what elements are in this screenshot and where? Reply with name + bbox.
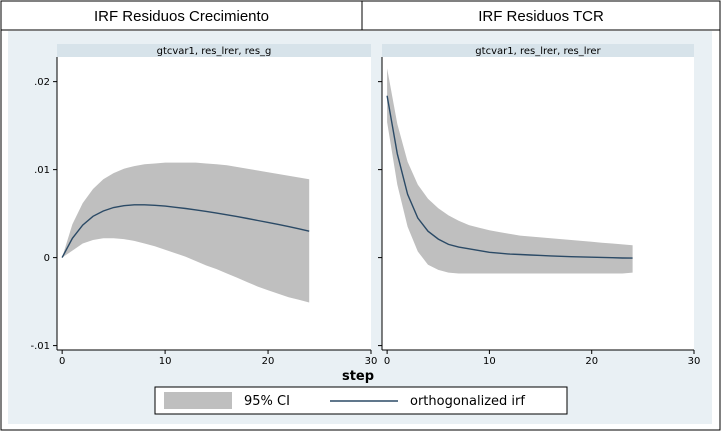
left-column-title: IRF Residuos Crecimiento bbox=[93, 8, 270, 25]
left-ci-band bbox=[62, 162, 310, 303]
right-irf-line bbox=[386, 95, 633, 259]
right-x-tick-label: 0 bbox=[384, 356, 390, 367]
legend-irf-label: orthogonalized irf bbox=[410, 394, 525, 409]
left-y-tick-label: .02 bbox=[34, 77, 50, 88]
left-x-tick-label: 0 bbox=[59, 356, 65, 367]
left-irf-line bbox=[61, 204, 310, 258]
right-column-title: IRF Residuos TCR bbox=[478, 8, 604, 25]
left-y-tick-label: -.01 bbox=[30, 341, 50, 352]
left-y-tick-label: 0 bbox=[44, 253, 50, 264]
right-plot-area bbox=[382, 57, 694, 350]
left-x-tick-label: 20 bbox=[262, 356, 275, 367]
left-x-tick-label: 10 bbox=[159, 356, 172, 367]
right-x-tick-label: 20 bbox=[585, 356, 598, 367]
left-subtitle: gtcvar1, res_lrer, res_g bbox=[157, 46, 272, 57]
x-axis-title: step bbox=[342, 369, 374, 384]
right-x-tick-label: 30 bbox=[688, 356, 701, 367]
left-subtitle-strip bbox=[57, 44, 371, 57]
right-subtitle: gtcvar1, res_lrer, res_lrer bbox=[475, 46, 601, 57]
legend-ci-label: 95% CI bbox=[244, 394, 290, 409]
right-x-tick-label: 10 bbox=[483, 356, 496, 367]
legend-ci-swatch bbox=[164, 392, 232, 409]
right-subtitle-strip bbox=[382, 44, 694, 57]
right-ci-band bbox=[387, 68, 633, 274]
left-x-tick-label: 30 bbox=[365, 356, 378, 367]
left-y-tick-label: .01 bbox=[34, 165, 50, 176]
